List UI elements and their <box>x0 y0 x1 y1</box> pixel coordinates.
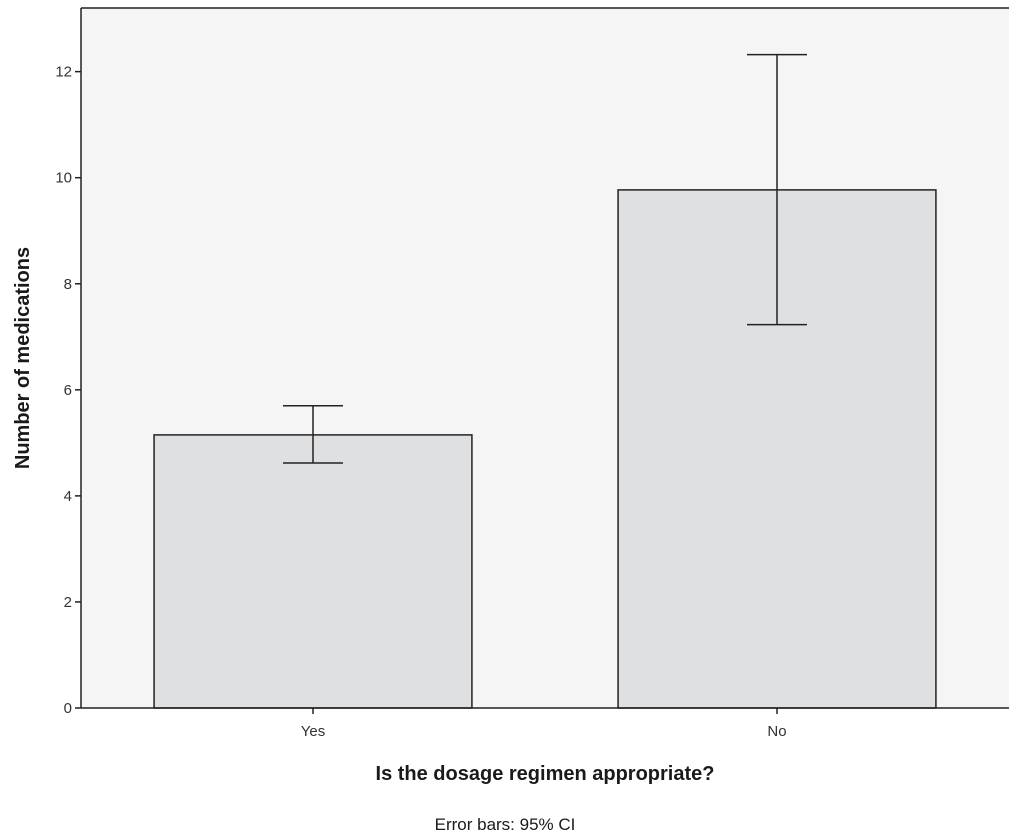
x-axis: Yes No <box>81 707 1009 740</box>
y-tick-label: 10 <box>55 170 72 187</box>
x-tick-label: Yes <box>301 723 325 740</box>
error-bars-note: Error bars: 95% CI <box>435 815 576 834</box>
y-axis-title: Number of medications <box>12 247 34 469</box>
y-tick-label: 4 <box>64 488 72 505</box>
y-tick-label: 12 <box>55 64 72 81</box>
y-tick-label: 0 <box>64 700 72 717</box>
x-axis-title: Is the dosage regimen appropriate? <box>376 763 715 785</box>
bar-yes <box>153 434 473 709</box>
y-tick-label: 8 <box>64 276 72 293</box>
y-axis: 0 2 4 6 8 10 12 <box>55 7 1009 717</box>
x-tick-label: No <box>767 723 786 740</box>
y-tick-label: 6 <box>64 382 72 399</box>
error-bars-group <box>283 53 807 464</box>
y-tick-label: 2 <box>64 594 72 611</box>
